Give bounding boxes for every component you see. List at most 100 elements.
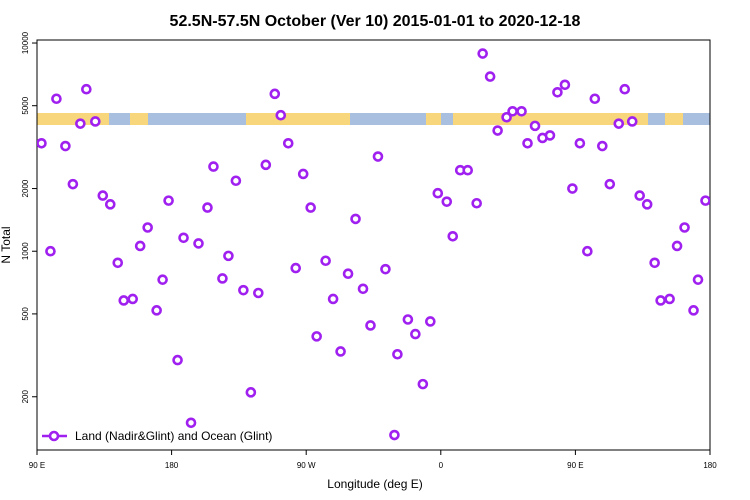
point	[671, 240, 683, 252]
point	[163, 195, 174, 206]
point	[613, 118, 625, 129]
point	[402, 314, 414, 325]
point	[604, 178, 616, 190]
point	[208, 161, 219, 172]
point	[342, 268, 354, 279]
point	[335, 346, 346, 357]
point	[327, 293, 339, 305]
point	[589, 93, 601, 105]
chart-title: 52.5N-57.5N October (Ver 10) 2015-01-01 …	[170, 13, 581, 30]
x-tick-label: 180	[165, 461, 179, 470]
point	[185, 417, 197, 429]
point	[245, 387, 257, 398]
point	[597, 140, 608, 152]
point	[230, 175, 242, 187]
legend-label: Land (Nadir&Glint) and Ocean (Glint)	[75, 429, 272, 443]
x-axis-label: Longitude (deg E)	[327, 477, 422, 491]
y-axis-label: N Total	[0, 226, 13, 263]
point	[151, 305, 162, 316]
y-tick-label: 200	[21, 390, 30, 404]
point	[305, 202, 316, 213]
point	[516, 105, 527, 117]
point	[178, 232, 189, 244]
x-tick-label: 180	[703, 461, 717, 470]
legend-marker	[48, 430, 60, 442]
point	[626, 116, 638, 127]
point	[142, 222, 153, 233]
x-tick-label: 0	[439, 461, 444, 470]
y-tick-label: 5000	[21, 96, 30, 114]
point	[238, 284, 249, 296]
point	[619, 83, 631, 95]
points	[37, 48, 710, 441]
point	[104, 199, 116, 210]
point	[522, 137, 533, 149]
point	[357, 283, 369, 295]
x-tick-label: 90 E	[29, 461, 45, 470]
point	[202, 202, 213, 213]
point	[297, 168, 309, 180]
map-band	[37, 113, 710, 125]
point	[365, 320, 376, 331]
point	[471, 197, 482, 209]
point	[311, 331, 322, 342]
y-tick-label: 1000	[21, 242, 30, 260]
point	[484, 71, 496, 82]
point	[664, 293, 675, 305]
y-tick-label: 2000	[21, 179, 30, 197]
point	[37, 137, 47, 149]
point	[544, 130, 556, 141]
point	[67, 178, 79, 190]
y-tick-label: 500	[21, 307, 30, 321]
point	[260, 159, 272, 171]
point	[389, 429, 400, 441]
point	[275, 109, 287, 121]
point	[655, 295, 666, 306]
point	[462, 164, 474, 176]
point	[380, 263, 391, 275]
y-tick-label: 10000	[21, 31, 30, 54]
point	[134, 240, 146, 252]
point	[417, 378, 429, 390]
point	[447, 230, 459, 242]
point	[51, 93, 62, 105]
point	[582, 245, 593, 257]
plot-frame	[36, 39, 711, 451]
point	[700, 195, 710, 206]
point	[441, 196, 453, 207]
point	[75, 118, 86, 129]
point	[81, 83, 92, 95]
point	[679, 222, 690, 233]
point	[567, 183, 578, 194]
point	[45, 245, 56, 257]
point	[492, 125, 503, 136]
point	[290, 262, 302, 274]
point	[692, 274, 704, 285]
point	[269, 88, 281, 100]
point	[172, 354, 183, 366]
point	[193, 238, 204, 249]
point	[559, 79, 571, 91]
point	[529, 120, 541, 132]
point	[552, 86, 563, 98]
x-tick-label: 90 W	[297, 461, 316, 470]
point	[118, 295, 130, 306]
point	[157, 274, 168, 285]
point	[477, 48, 488, 59]
point	[634, 190, 646, 201]
point	[112, 257, 124, 269]
point	[372, 151, 384, 162]
point	[217, 273, 228, 284]
point	[501, 111, 512, 123]
point	[410, 328, 421, 340]
point	[507, 105, 518, 117]
point	[432, 187, 444, 199]
x-tick-label: 90 E	[567, 461, 583, 470]
point	[223, 250, 234, 262]
point	[127, 293, 139, 305]
point	[688, 305, 699, 316]
point	[60, 140, 71, 152]
point	[641, 199, 653, 210]
point	[425, 316, 436, 327]
